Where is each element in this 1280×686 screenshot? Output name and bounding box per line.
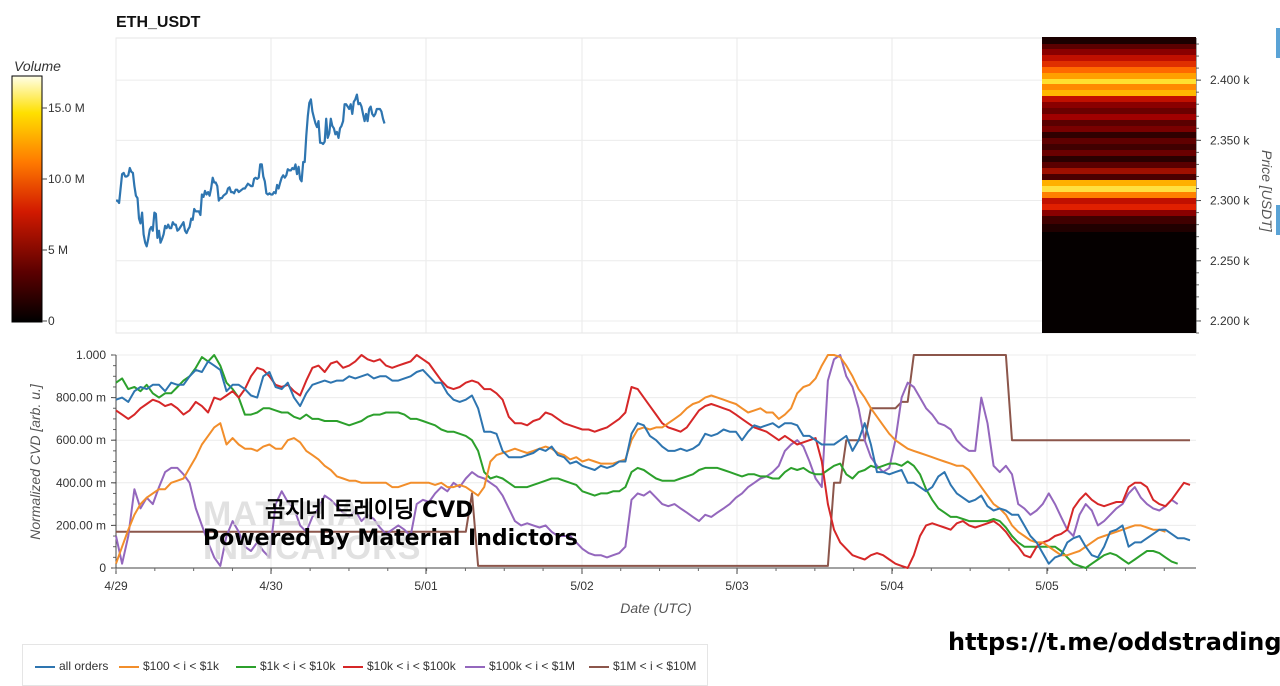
heatmap-band xyxy=(1042,96,1196,102)
heatmap-band xyxy=(1042,90,1196,96)
scroll-tab-bottom[interactable] xyxy=(1276,205,1280,235)
price-panel: 2.200 k 2.250 k 2.300 k 2.350 k 2.400 k Price… xyxy=(115,37,1275,334)
legend-item[interactable]: $100k < i < $1M xyxy=(465,659,575,673)
cvd-tick-label: 400.00 m xyxy=(56,476,106,490)
heatmap-band xyxy=(1042,108,1196,114)
legend-swatch xyxy=(236,665,256,668)
cvd-tick-label: 0 xyxy=(99,561,106,575)
heatmap-band xyxy=(1042,61,1196,67)
cvd-x-tick-label: 4/29 xyxy=(104,579,128,593)
heatmap-band xyxy=(1042,79,1196,84)
price-line xyxy=(116,93,386,248)
legend-label: $100 < i < $1k xyxy=(143,659,220,673)
heatmap-band xyxy=(1042,156,1196,162)
cvd-x-tick-label: 5/04 xyxy=(880,579,904,593)
legend-label: $1k < i < $10k xyxy=(260,659,336,673)
cvd-series-line-1 xyxy=(115,354,1166,565)
heatmap-band xyxy=(1042,204,1196,210)
chart-title: ETH_USDT xyxy=(116,14,201,31)
price-tick-label: 2.250 k xyxy=(1210,254,1250,268)
legend-item[interactable]: $10k < i < $100k xyxy=(343,659,456,673)
legend-label: $1M < i < $10M xyxy=(613,659,697,673)
heatmap-band xyxy=(1042,114,1196,120)
legend-swatch xyxy=(465,665,485,668)
heatmap-band xyxy=(1042,126,1196,132)
cvd-tick-label: 1.000 xyxy=(76,348,106,362)
colorbar-tick-label: 0 xyxy=(48,314,55,328)
heatmap-band xyxy=(1042,120,1196,126)
heatmap-band xyxy=(1042,210,1196,216)
legend-swatch xyxy=(343,665,363,668)
colorbar-tick-label: 15.0 M xyxy=(48,101,85,115)
heatmap-band xyxy=(1042,168,1196,174)
price-y-label: Price [USDT] xyxy=(1259,150,1275,233)
cvd-series-line-0 xyxy=(115,360,1191,565)
heatmap-band xyxy=(1042,216,1196,224)
cvd-panel: 0 200.00 m 400.00 m 600.00 m 800.00 m 1.000 4/… xyxy=(27,348,1196,616)
volume-colorbar: Volume 0 5 M 10.0 M 15.0 M xyxy=(11,58,85,328)
legend-swatch xyxy=(119,665,139,668)
legend-label: $100k < i < $1M xyxy=(489,659,576,673)
cvd-x-label: Date (UTC) xyxy=(620,600,692,616)
legend-swatch xyxy=(589,665,609,668)
colorbar-gradient xyxy=(11,75,43,323)
heatmap-band xyxy=(1042,102,1196,108)
heatmap-band xyxy=(1042,224,1196,232)
cvd-tick-label: 800.00 m xyxy=(56,391,106,405)
legend-label: all orders xyxy=(59,659,109,673)
scroll-tab-top[interactable] xyxy=(1276,28,1280,58)
colorbar-label: Volume xyxy=(14,58,61,74)
heatmap-band xyxy=(1042,174,1196,180)
price-plot-area xyxy=(115,37,1197,334)
legend: all orders $100 < i < $1k $1k < i < $10k $1… xyxy=(22,644,708,686)
cvd-x-tick-label: 5/02 xyxy=(570,579,594,593)
heatmap-band xyxy=(1042,55,1196,61)
heatmap-band xyxy=(1042,37,1196,44)
legend-item[interactable]: $1k < i < $10k xyxy=(236,659,335,673)
heatmap-band xyxy=(1042,186,1196,192)
heatmap-band xyxy=(1042,198,1196,204)
heatmap-dark xyxy=(1042,232,1196,333)
price-tick-label: 2.300 k xyxy=(1210,194,1250,208)
legend-item[interactable]: $100 < i < $1k xyxy=(119,659,219,673)
heatmap-band xyxy=(1042,162,1196,168)
cvd-series-line-3 xyxy=(115,354,1191,569)
heatmap-band xyxy=(1042,138,1196,144)
watermark-title: 곰지네 트레이딩 CVD xyxy=(265,498,474,523)
heatmap-band xyxy=(1042,132,1196,138)
cvd-series-line-4 xyxy=(115,354,1179,567)
cvd-series-line-2 xyxy=(115,354,1179,569)
heatmap-band xyxy=(1042,144,1196,150)
legend-swatch xyxy=(35,665,55,668)
cvd-series-line-5 xyxy=(116,354,1190,567)
heatmap-band xyxy=(1042,84,1196,90)
price-tick-label: 2.400 k xyxy=(1210,73,1250,87)
watermark-logo: MATERIAL INDICATORS xyxy=(203,495,422,567)
cvd-x-tick-label: 5/01 xyxy=(414,579,438,593)
cvd-x-tick-label: 5/03 xyxy=(725,579,749,593)
price-tick-label: 2.350 k xyxy=(1210,133,1250,147)
cvd-tick-label: 200.00 m xyxy=(56,518,106,532)
cvd-y-label: Normalized CVD [arb. u.] xyxy=(27,383,43,540)
heatmap-band xyxy=(1042,44,1196,49)
watermark-subtitle: Powered By Material Indictors xyxy=(203,526,578,551)
cvd-x-tick-label: 5/05 xyxy=(1035,579,1059,593)
heatmap-band xyxy=(1042,73,1196,79)
colorbar-tick-label: 10.0 M xyxy=(48,172,85,186)
heatmap-band xyxy=(1042,180,1196,186)
heatmap-band xyxy=(1042,49,1196,55)
legend-item[interactable]: $1M < i < $10M xyxy=(589,659,696,673)
cvd-x-tick-label: 4/30 xyxy=(259,579,283,593)
heatmap-band xyxy=(1042,192,1196,198)
cvd-tick-label: 600.00 m xyxy=(56,433,106,447)
footer-url[interactable]: https://t.me/oddstrading2 xyxy=(948,628,1280,656)
legend-label: $10k < i < $100k xyxy=(367,659,456,673)
heatmap-band xyxy=(1042,150,1196,156)
legend-item[interactable]: all orders xyxy=(35,659,108,673)
price-tick-label: 2.200 k xyxy=(1210,314,1250,328)
colorbar-tick-label: 5 M xyxy=(48,243,68,257)
heatmap-band xyxy=(1042,67,1196,73)
